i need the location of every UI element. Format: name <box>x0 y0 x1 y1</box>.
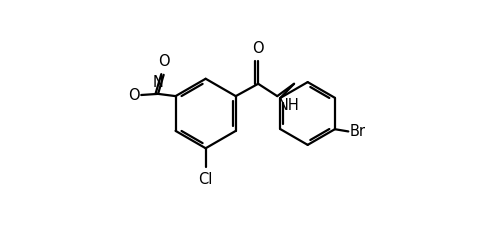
Text: Cl: Cl <box>198 172 213 187</box>
Text: O: O <box>128 87 139 103</box>
Text: O: O <box>158 54 169 69</box>
Text: O: O <box>253 41 264 56</box>
Text: N: N <box>153 75 163 90</box>
Text: NH: NH <box>278 98 300 113</box>
Text: Br: Br <box>349 124 365 139</box>
